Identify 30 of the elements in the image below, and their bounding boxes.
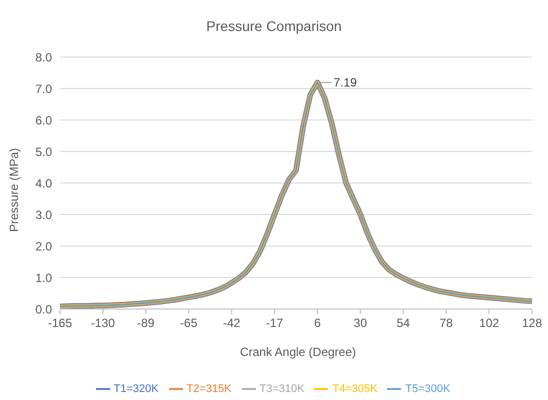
x-tick-label: -165 — [48, 316, 72, 330]
x-axis-title: Crank Angle (Degree) — [238, 345, 358, 359]
x-tick-label: -130 — [90, 316, 116, 330]
y-axis-title: Pressure (MPa) — [7, 148, 21, 232]
y-tick-label: 6.0 — [35, 113, 52, 128]
x-tick-label: 30 — [354, 316, 368, 330]
legend-label: T1=320K — [114, 382, 159, 395]
x-tick-label: -17 — [266, 316, 284, 330]
chart-title: Pressure Comparison — [205, 18, 343, 34]
legend-label: T4=305K — [332, 382, 378, 395]
legend-label: T3=310K — [260, 382, 304, 395]
x-tick-label: 54 — [396, 316, 410, 330]
y-tick-label: 5.0 — [35, 144, 52, 159]
x-tick-label: -42 — [222, 316, 241, 330]
y-tick-label: 2.0 — [35, 239, 52, 254]
y-tick-label: 1.0 — [35, 270, 52, 285]
x-tick-label: -89 — [137, 316, 155, 330]
x-tick-label: 6 — [314, 316, 322, 330]
y-tick-label: 8.0 — [35, 50, 52, 64]
x-tick-label: 102 — [479, 316, 500, 330]
x-tick-label: 78 — [440, 316, 454, 330]
y-tick-label: 4.0 — [35, 176, 52, 190]
x-tick-label: 128 — [522, 316, 542, 330]
y-tick-label: 0.0 — [35, 302, 52, 316]
x-tick-label: -65 — [180, 316, 198, 330]
y-tick-label: 3.0 — [35, 208, 52, 222]
y-tick-label: 7.0 — [35, 82, 52, 96]
legend-label: T5=300K — [405, 382, 450, 395]
legend-label: T2=315K — [186, 382, 232, 395]
data-label: 7.19 — [333, 76, 358, 90]
